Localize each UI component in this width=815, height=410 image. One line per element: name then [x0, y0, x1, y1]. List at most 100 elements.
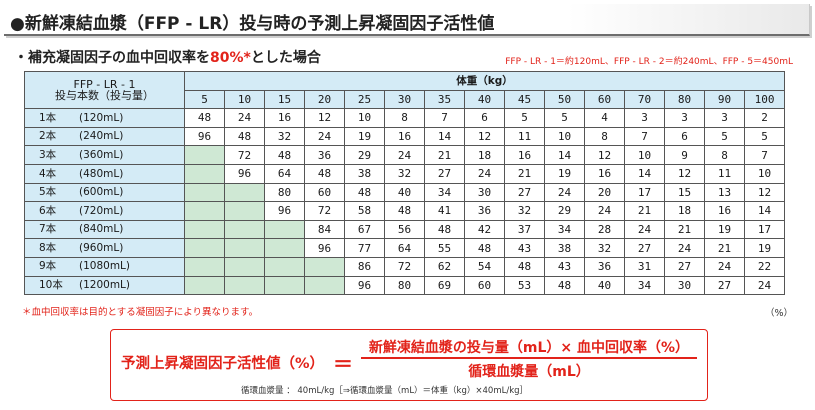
value-cell: 5 [704, 126, 745, 147]
formula-subnote: 循環血漿量 ： 40mL/kg［⇒循環血漿量（mL）＝体重（kg）×40mL/k… [241, 386, 529, 396]
value-cell: 10 [344, 108, 385, 128]
table-row: 10本 (1200mL) 96 80 69 60 53 48 40 34 30 27 24 [24, 275, 786, 296]
value-cell: 10 [624, 145, 665, 165]
weight-cell: 50 [544, 89, 585, 110]
row-volume: (720mL) [79, 204, 124, 217]
value-cell: 24 [384, 145, 425, 165]
value-cell: 56 [384, 219, 425, 240]
formula-denominator: 循環血漿量（mL） [468, 364, 590, 380]
value-cell: 21 [424, 145, 465, 165]
value-cell: 12 [584, 145, 625, 165]
value-cell: 58 [344, 201, 385, 221]
value-cell: 48 [224, 126, 265, 147]
empty-cell [224, 219, 265, 240]
value-cell: 96 [224, 163, 265, 184]
value-cell: 96 [264, 201, 305, 221]
value-cell: 14 [743, 201, 786, 221]
value-cell: 7 [743, 145, 786, 165]
value-cell: 80 [384, 275, 425, 296]
value-cell: 3 [664, 108, 705, 128]
value-cell: 21 [704, 238, 745, 258]
row-units: 10本 [39, 279, 63, 292]
weight-cell: 25 [344, 89, 385, 110]
value-cell: 17 [743, 219, 786, 240]
value-cell: 12 [304, 108, 345, 128]
value-cell: 77 [344, 238, 385, 258]
value-cell: 15 [664, 182, 705, 203]
value-cell: 9 [664, 145, 705, 165]
value-cell: 72 [384, 256, 425, 277]
value-cell: 67 [344, 219, 385, 240]
value-cell: 14 [544, 145, 585, 165]
value-cell: 5 [504, 108, 545, 128]
formula-box: 予測上昇凝固因子活性値（%） ＝ 新鮮凍結血漿の投与量（mL）× 血中回収率（%… [110, 329, 708, 401]
value-cell: 31 [624, 256, 665, 277]
percent-note: （%） [764, 308, 793, 319]
empty-cell [224, 238, 265, 258]
value-cell: 29 [344, 145, 385, 165]
row-label: 3本 (360mL) [24, 145, 185, 165]
value-cell: 17 [624, 182, 665, 203]
row-volume: (240mL) [79, 130, 124, 143]
legend-note: FFP - LR - 1＝約120mL、FFP - LR - 2＝約240mL、… [505, 57, 793, 67]
weight-cell: 10 [224, 89, 265, 110]
value-cell: 60 [304, 182, 345, 203]
value-cell: 30 [664, 275, 705, 296]
corner-line1: FFP - LR - 1 [73, 78, 136, 92]
row-volume: (360mL) [79, 148, 124, 161]
value-cell: 72 [224, 145, 265, 165]
empty-cell [184, 145, 225, 165]
value-cell: 32 [584, 238, 625, 258]
value-cell: 24 [464, 163, 505, 184]
row-label: 4本 (480mL) [24, 163, 185, 184]
corner-line2: 投与本数（投与量） [55, 89, 154, 103]
value-cell: 53 [504, 275, 545, 296]
value-cell: 8 [584, 126, 625, 147]
value-cell: 72 [304, 201, 345, 221]
value-cell: 64 [384, 238, 425, 258]
value-cell: 8 [704, 145, 745, 165]
empty-cell [264, 275, 305, 296]
value-cell: 19 [704, 219, 745, 240]
subtitle: ・補充凝固因子の血中回収率を80%*とした場合 [14, 47, 321, 67]
value-cell: 18 [464, 145, 505, 165]
value-cell: 10 [743, 163, 786, 184]
value-cell: 3 [624, 108, 665, 128]
row-label: 8本 (960mL) [24, 238, 185, 258]
row-units: 9本 [39, 260, 57, 273]
value-cell: 43 [544, 256, 585, 277]
table-corner-header: FFP - LR - 1 投与本数（投与量） [24, 70, 185, 110]
value-cell: 21 [624, 201, 665, 221]
value-cell: 5 [743, 126, 786, 147]
value-cell: 42 [464, 219, 505, 240]
value-cell: 19 [743, 238, 786, 258]
row-units: 1本 [39, 111, 57, 124]
row-units: 6本 [39, 204, 57, 217]
value-cell: 27 [664, 256, 705, 277]
value-cell: 96 [304, 238, 345, 258]
value-cell: 80 [264, 182, 305, 203]
row-label: 9本 (1080mL) [24, 256, 185, 277]
table-row: 3本 (360mL) 72 48 36 29 24 21 18 16 14 12 10 9 8 7 [24, 145, 786, 165]
value-cell: 24 [743, 275, 786, 296]
empty-cell [224, 201, 265, 221]
value-cell: 55 [424, 238, 465, 258]
value-cell: 24 [664, 238, 705, 258]
table-row: 8本 (960mL) 96 77 64 55 48 43 38 32 27 24 21 19 [24, 238, 786, 258]
row-units: 4本 [39, 167, 57, 180]
value-cell: 84 [304, 219, 345, 240]
row-label: 6本 (720mL) [24, 201, 185, 221]
weight-cell: 15 [264, 89, 305, 110]
value-cell: 8 [384, 108, 425, 128]
footnote: ＊血中回収率は目的とする凝固因子により異なります。 [22, 307, 259, 318]
value-cell: 41 [424, 201, 465, 221]
empty-cell [184, 275, 225, 296]
value-cell: 19 [344, 126, 385, 147]
empty-cell [304, 275, 345, 296]
value-cell: 36 [304, 145, 345, 165]
table-row: 5本 (600mL) 80 60 48 40 34 30 27 24 20 17 15 13 12 [24, 182, 786, 203]
value-cell: 12 [464, 126, 505, 147]
value-cell: 14 [624, 163, 665, 184]
value-cell: 21 [504, 163, 545, 184]
value-cell: 36 [584, 256, 625, 277]
